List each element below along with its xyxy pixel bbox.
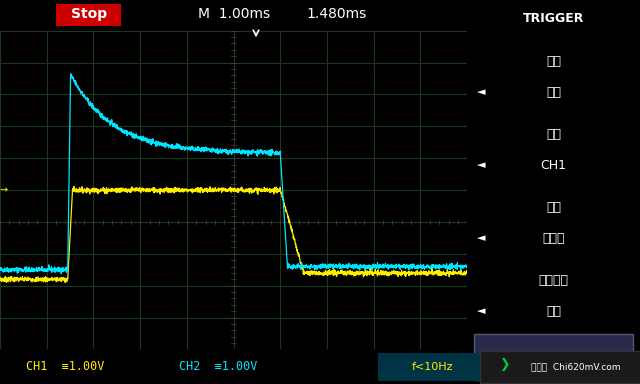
Text: TRIGGER: TRIGGER — [523, 12, 584, 25]
Text: ❯: ❯ — [499, 359, 509, 371]
Text: f<10Hz: f<10Hz — [412, 362, 452, 372]
Text: 类型: 类型 — [546, 55, 561, 68]
Text: 单次: 单次 — [546, 305, 561, 318]
Text: 迅维网  Chi620mV.com: 迅维网 Chi620mV.com — [531, 362, 621, 371]
FancyBboxPatch shape — [480, 351, 640, 382]
Text: 触发方式: 触发方式 — [539, 274, 568, 287]
FancyBboxPatch shape — [56, 4, 122, 26]
Text: 1.480ms: 1.480ms — [307, 7, 367, 21]
Text: 下降沿: 下降沿 — [542, 232, 565, 245]
FancyBboxPatch shape — [378, 353, 486, 381]
Text: →: → — [0, 274, 8, 284]
Text: CH1  ≡1.00V: CH1 ≡1.00V — [26, 360, 104, 373]
FancyBboxPatch shape — [474, 334, 633, 380]
Text: CH2  ≡1.00V: CH2 ≡1.00V — [179, 360, 257, 373]
Text: ◄: ◄ — [477, 306, 485, 316]
Text: CH1: CH1 — [541, 159, 566, 172]
Text: ◄: ◄ — [477, 160, 485, 170]
Text: ◄: ◄ — [477, 87, 485, 97]
Text: 边沿: 边沿 — [546, 86, 561, 99]
Text: ◄: ◄ — [477, 233, 485, 243]
Text: 设置: 设置 — [546, 354, 561, 367]
Text: →: → — [0, 185, 8, 195]
Text: 信源: 信源 — [546, 128, 561, 141]
Text: Stop: Stop — [70, 7, 107, 21]
Text: 斜率: 斜率 — [546, 201, 561, 214]
Text: M  1.00ms: M 1.00ms — [198, 7, 269, 21]
